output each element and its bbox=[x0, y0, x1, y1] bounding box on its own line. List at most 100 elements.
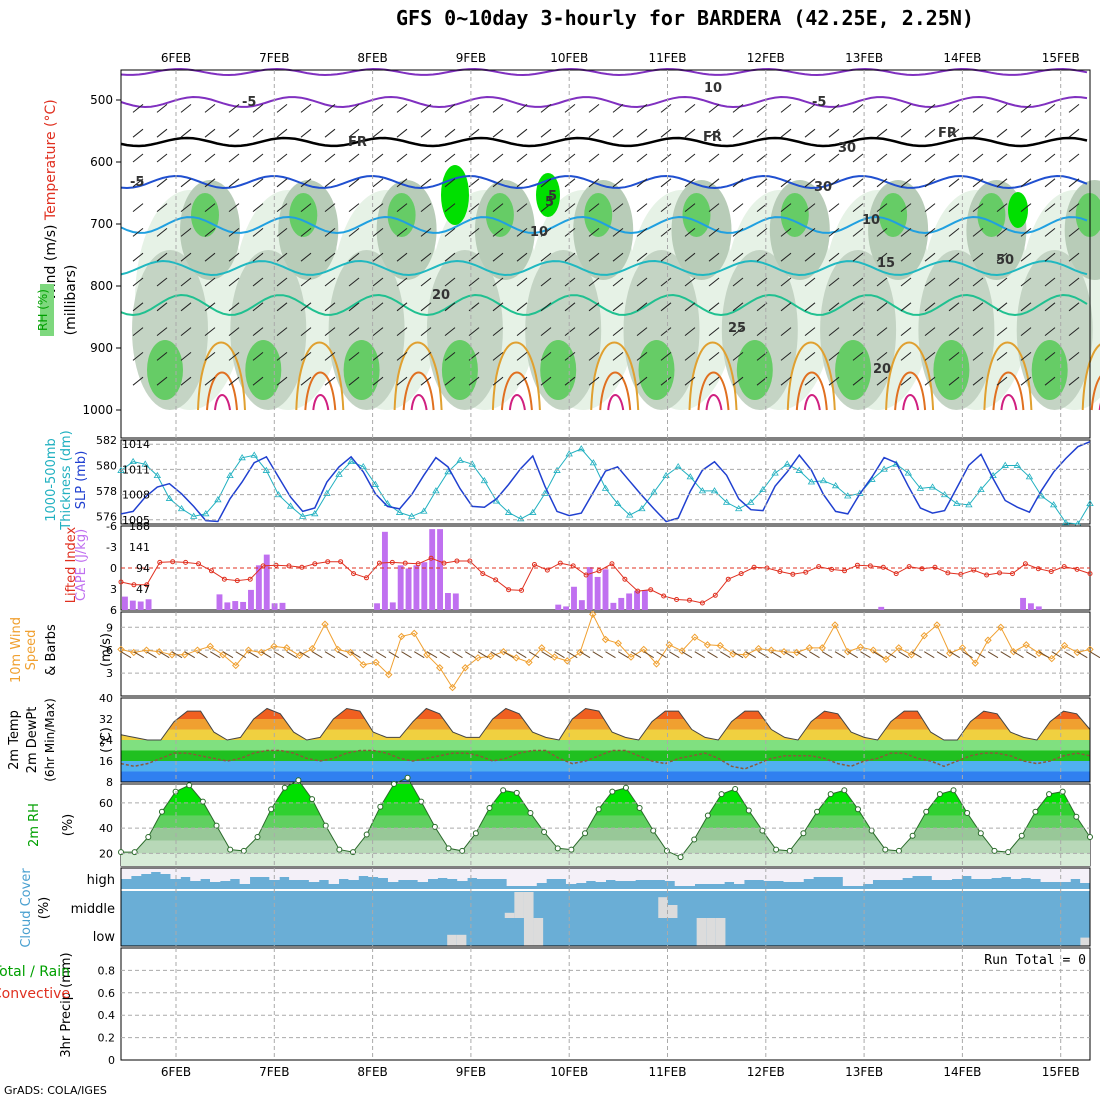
wind-barb bbox=[492, 302, 504, 312]
wind-barb bbox=[732, 104, 744, 113]
thickness-point bbox=[323, 489, 331, 496]
wind-barb bbox=[348, 252, 360, 262]
wind-barb bbox=[156, 327, 168, 336]
wind-barb bbox=[756, 327, 768, 336]
temp-contour-freezing bbox=[120, 136, 1088, 148]
lifted-index-point bbox=[971, 567, 977, 573]
day-axes: 6FEB6FEB7FEB7FEB8FEB8FEB9FEB9FEB10FEB10F… bbox=[161, 51, 1080, 1079]
wind-barb bbox=[276, 128, 288, 138]
wind-barb bbox=[780, 302, 792, 312]
wind-barb bbox=[1068, 228, 1080, 237]
wind-barb bbox=[180, 104, 192, 113]
wind-speed-point bbox=[652, 660, 661, 668]
wind-barb-10m bbox=[668, 651, 680, 659]
cape-bar bbox=[145, 599, 152, 610]
cloud-low-bar bbox=[447, 934, 457, 946]
rh-shade bbox=[441, 165, 469, 225]
wind-barb-10m bbox=[758, 651, 769, 659]
lifted-index-point bbox=[635, 588, 641, 594]
wind-barb bbox=[420, 376, 432, 386]
wind-barb bbox=[300, 277, 312, 287]
wind-barb bbox=[204, 228, 216, 237]
lifted-index-point bbox=[519, 587, 525, 593]
rh-point bbox=[814, 808, 821, 815]
panel-frame bbox=[120, 69, 1091, 439]
wind-barb bbox=[204, 153, 216, 163]
cloud-high-bar bbox=[625, 868, 636, 881]
wind-barb bbox=[204, 252, 216, 262]
pressure-tick-label: 1000 bbox=[82, 403, 113, 417]
thickness-point bbox=[1013, 461, 1022, 468]
thickness-point bbox=[456, 456, 464, 463]
wind-barb bbox=[300, 178, 312, 188]
lifted-index-point bbox=[867, 563, 873, 569]
wind-barb bbox=[564, 128, 576, 138]
lifted-index-point bbox=[816, 564, 822, 570]
thickness-label-units: Thickness (dm) bbox=[59, 430, 74, 530]
wind-barb bbox=[708, 352, 720, 361]
upper-label-wind-temp-part: Wind (m/s) bbox=[43, 225, 59, 301]
wind-barb bbox=[588, 277, 600, 287]
lifted-index-point bbox=[506, 587, 512, 593]
wind-barb bbox=[420, 228, 432, 237]
cloud-high-bar bbox=[1010, 868, 1022, 879]
wind-barb-10m bbox=[1051, 651, 1063, 659]
cape-bar bbox=[429, 529, 436, 610]
thickness-point bbox=[1062, 518, 1070, 526]
wind-barb bbox=[324, 327, 336, 336]
wind-barb-10m bbox=[273, 651, 285, 659]
wind-speed-point bbox=[155, 648, 163, 656]
thickness-point bbox=[904, 469, 913, 476]
wind-barb bbox=[708, 302, 720, 312]
wind-barb-10m bbox=[554, 651, 565, 659]
wind-barb bbox=[300, 252, 312, 262]
wind-barb-10m bbox=[885, 651, 897, 659]
wind-barb bbox=[420, 104, 432, 113]
wind-barb bbox=[1068, 352, 1080, 361]
rh-point bbox=[923, 808, 930, 815]
lifted-index-point bbox=[1022, 561, 1028, 567]
rh-point bbox=[541, 828, 548, 835]
wind-barb bbox=[444, 252, 456, 262]
lifted-index-point bbox=[170, 559, 176, 565]
cloud-high-bar bbox=[190, 868, 201, 881]
wind-barb bbox=[636, 153, 648, 163]
temp-contour-30 bbox=[992, 371, 1025, 411]
lifted-index-point bbox=[183, 559, 189, 565]
wind-speed-point bbox=[487, 652, 495, 660]
lifted-index-point bbox=[919, 566, 925, 572]
lifted-index-line bbox=[120, 557, 1091, 604]
temp-band bbox=[121, 740, 1090, 751]
wind-barb bbox=[804, 178, 816, 188]
wind-barb bbox=[684, 376, 696, 386]
thickness-point bbox=[165, 494, 174, 501]
cloud-high-bar bbox=[328, 868, 340, 884]
wind-speed-point bbox=[359, 660, 367, 669]
temp-contour-35 bbox=[410, 394, 428, 411]
rh-point bbox=[500, 787, 507, 794]
temp-contour-30 bbox=[402, 371, 435, 411]
cloud-units-part: (%) bbox=[37, 897, 52, 920]
cloud-high-bar bbox=[289, 868, 300, 880]
wind-speed-point bbox=[397, 632, 406, 641]
contour-label: -5 bbox=[812, 95, 826, 110]
wind-barb-10m bbox=[617, 651, 629, 659]
wind-barb bbox=[972, 153, 984, 163]
thickness-point bbox=[189, 512, 198, 519]
wind-barb bbox=[588, 352, 600, 361]
cloud-high-bar bbox=[239, 868, 251, 884]
cloud-high-bar bbox=[121, 868, 132, 879]
wind-speed-point bbox=[1035, 649, 1043, 657]
wind-barb bbox=[636, 203, 648, 212]
day-label-bottom: 14FEB bbox=[943, 1065, 981, 1079]
wind-barb bbox=[132, 376, 144, 386]
wind-barb bbox=[1044, 228, 1056, 237]
rh-point bbox=[704, 812, 711, 819]
wind-barb bbox=[420, 128, 432, 138]
cloud-high-bar bbox=[961, 868, 972, 876]
cloud-high-bar bbox=[180, 868, 191, 877]
thickness-point bbox=[674, 462, 682, 470]
wind-barb bbox=[396, 327, 408, 336]
wind-barb bbox=[732, 153, 744, 163]
rh-shade bbox=[343, 340, 380, 400]
